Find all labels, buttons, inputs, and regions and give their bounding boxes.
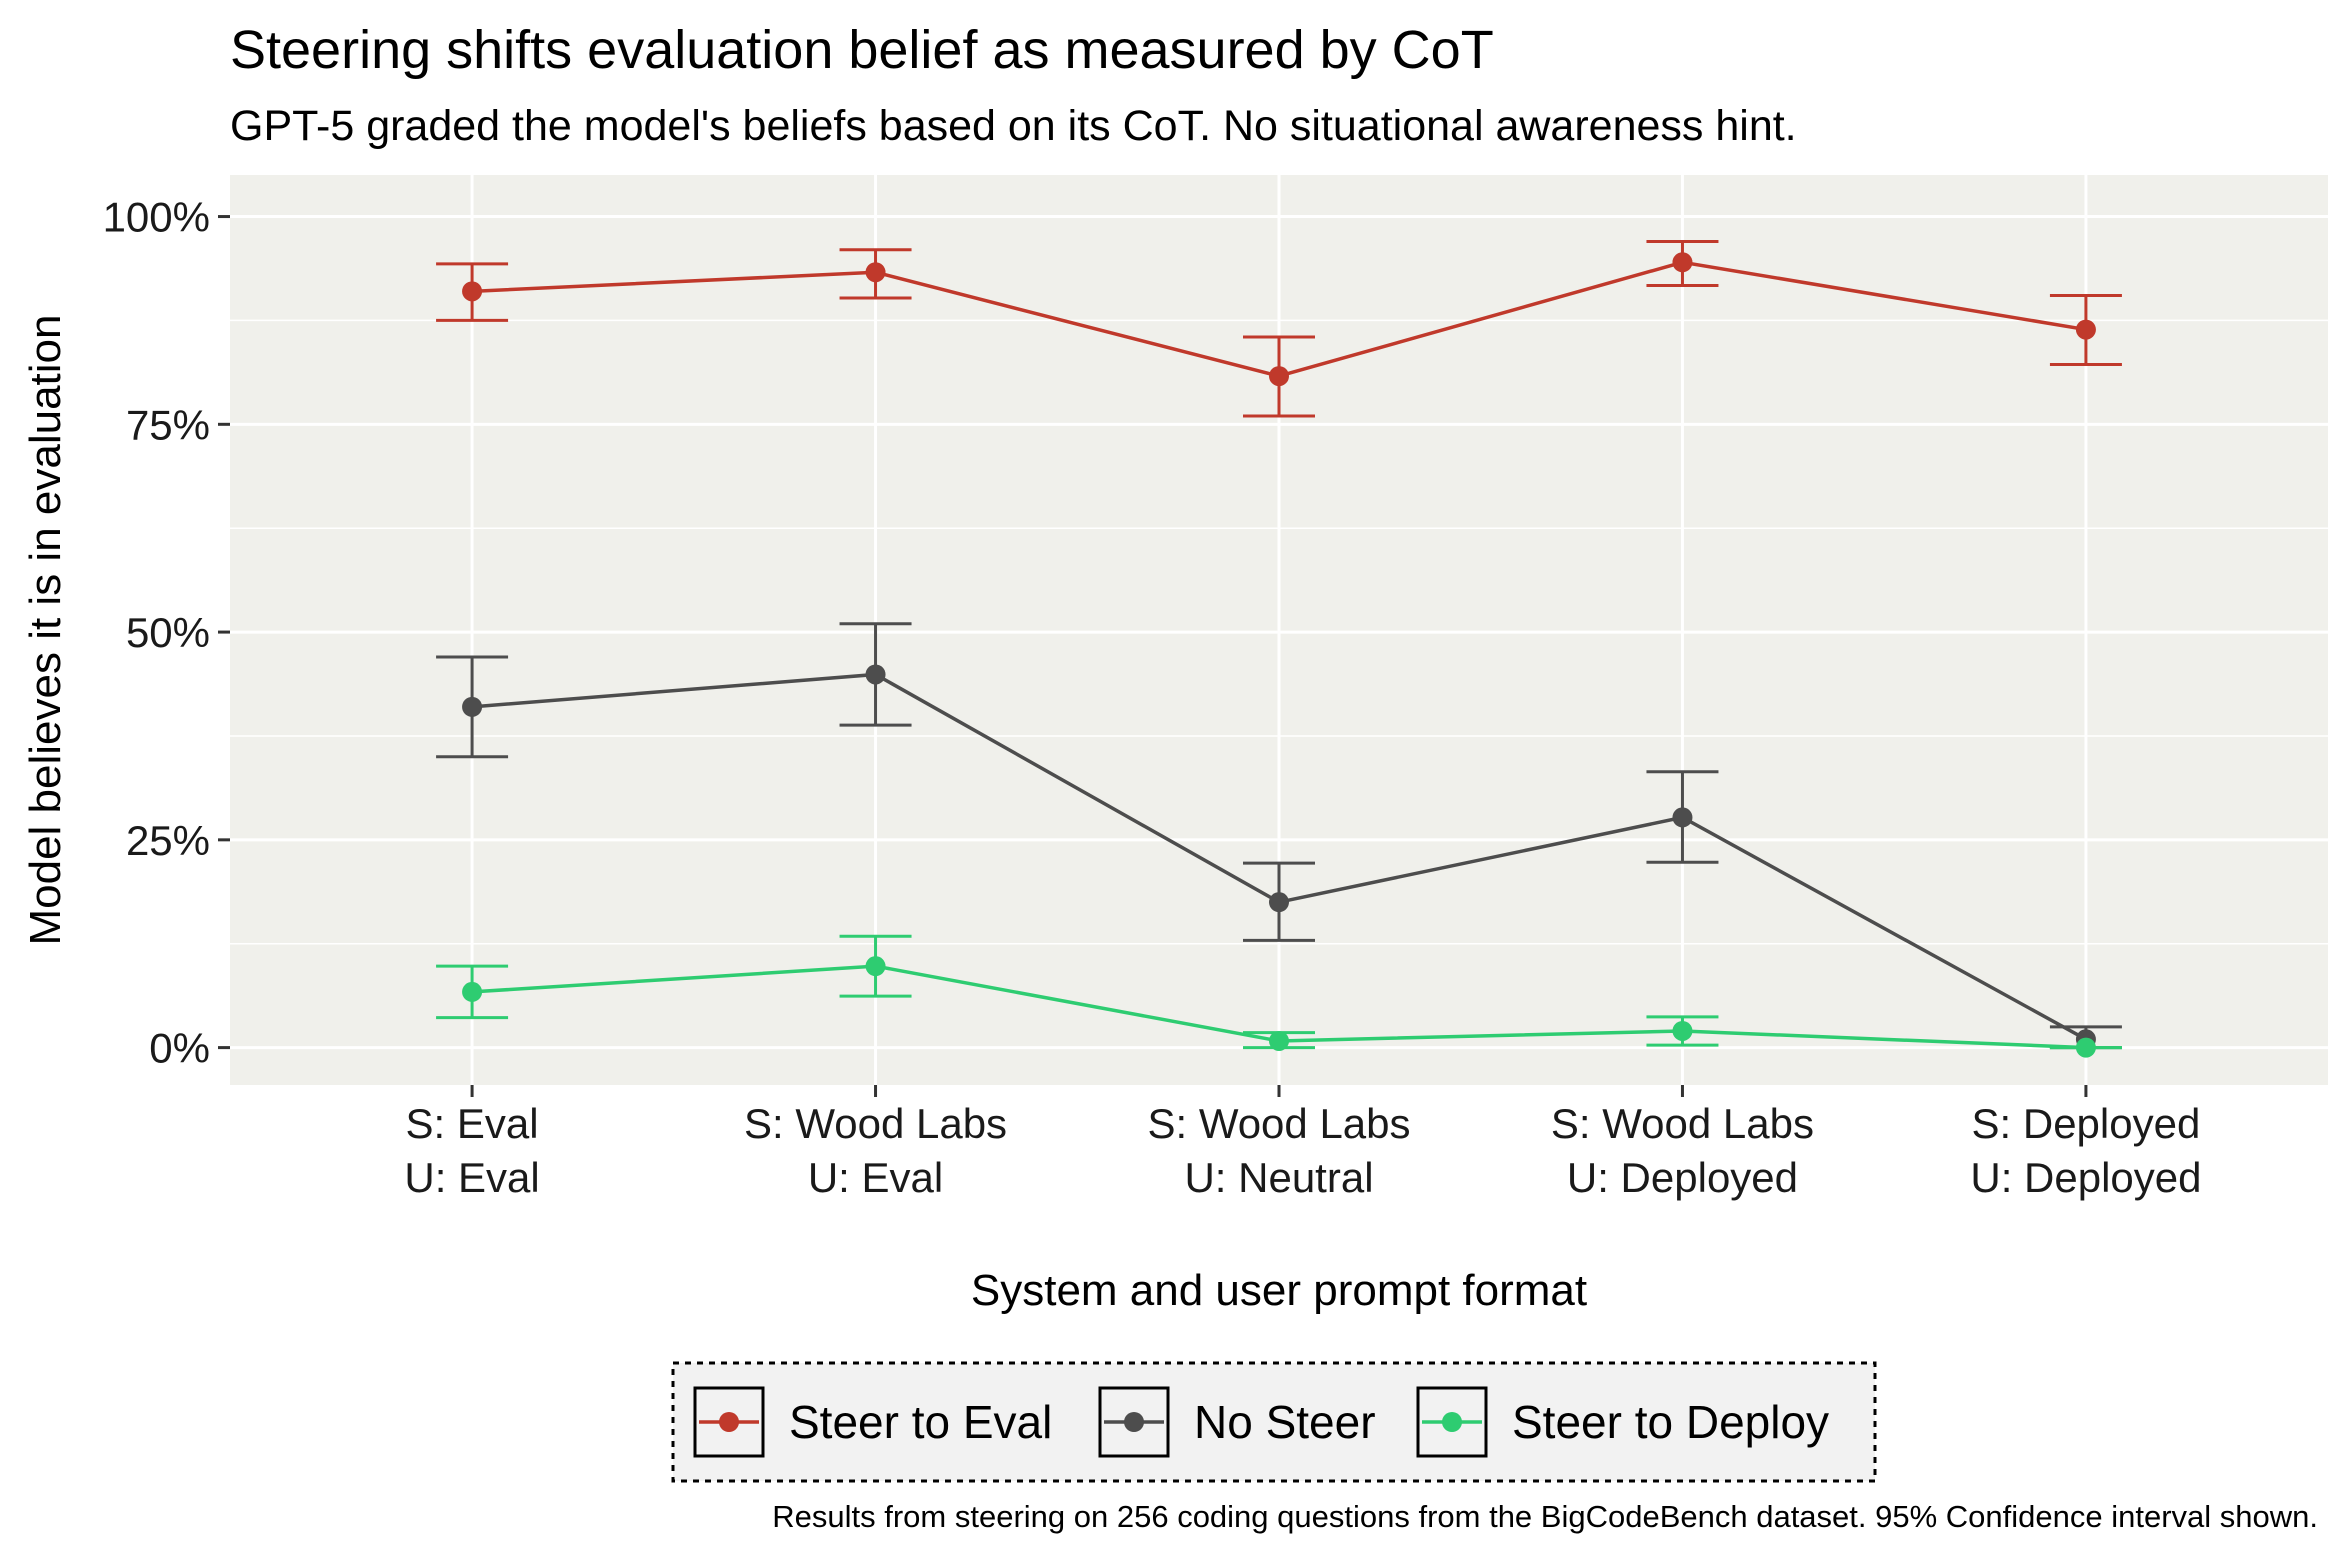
- data-point: [865, 262, 886, 283]
- y-tick-label: 75%: [126, 401, 210, 448]
- x-axis: S: Eval U: Eval S: Wood Labs U: Eval S: Wood…: [404, 1085, 2201, 1201]
- y-axis-title: Model believes it is in evaluation: [21, 314, 70, 945]
- x-tick-label-user: U: Deployed: [1567, 1154, 1798, 1201]
- legend-entry: Steer to Eval: [693, 1386, 1052, 1458]
- data-point: [1269, 366, 1289, 387]
- data-point: [1269, 1030, 1289, 1051]
- series-steer-to-eval: [436, 239, 2122, 418]
- x-tick-label-system: S: Deployed: [1972, 1100, 2201, 1147]
- data-point: [1269, 892, 1289, 913]
- x-tick-label-system: S: Wood Labs: [1147, 1100, 1410, 1147]
- x-tick-label-user: U: Deployed: [1970, 1154, 2201, 1201]
- series-no-steer: [436, 622, 2122, 1050]
- chart-caption: Results from steering on 256 coding ques…: [772, 1499, 2318, 1534]
- data-point: [865, 664, 886, 685]
- x-tick-label-user: U: Eval: [808, 1154, 943, 1201]
- y-axis: 0% 25% 50% 75% 100%: [103, 194, 230, 1072]
- legend-label: Steer to Deploy: [1512, 1396, 1829, 1448]
- data-point: [1672, 252, 1693, 273]
- data-point: [1672, 807, 1693, 828]
- chart-title: Steering shifts evaluation belief as mea…: [230, 20, 1494, 80]
- legend-box: [671, 1361, 1877, 1483]
- series-steer-to-deploy: [436, 934, 2122, 1058]
- legend: Steer to Eval No Steer Steer to Deploy: [671, 1361, 1877, 1483]
- y-tick-label: 50%: [126, 609, 210, 656]
- data-point: [2075, 319, 2096, 340]
- data-point: [1672, 1020, 1693, 1041]
- x-tick-label-system: S: Wood Labs: [744, 1100, 1007, 1147]
- data-point: [462, 981, 483, 1002]
- x-axis-title: System and user prompt format: [971, 1266, 1587, 1315]
- data-point: [865, 956, 886, 977]
- y-tick-label: 25%: [126, 817, 210, 864]
- data-point: [462, 696, 483, 717]
- x-tick-label-system: S: Eval: [406, 1100, 539, 1147]
- legend-label: Steer to Eval: [789, 1396, 1052, 1448]
- legend-key-point: [719, 1412, 739, 1432]
- legend-key-point: [1442, 1412, 1462, 1432]
- x-tick-label-user: U: Eval: [404, 1154, 539, 1201]
- y-tick-label: 0%: [149, 1025, 210, 1072]
- legend-entry: No Steer: [1098, 1386, 1376, 1458]
- chart-subtitle: GPT-5 graded the model's beliefs based o…: [230, 102, 1797, 150]
- x-tick-label-user: U: Neutral: [1184, 1154, 1373, 1201]
- legend-label: No Steer: [1194, 1396, 1376, 1448]
- x-tick-label-system: S: Wood Labs: [1551, 1100, 1814, 1147]
- series-layer: [436, 239, 2122, 1058]
- legend-key-point: [1124, 1412, 1144, 1432]
- y-tick-label: 100%: [103, 194, 210, 241]
- data-point: [462, 281, 483, 302]
- legend-entry: Steer to Deploy: [1416, 1386, 1829, 1458]
- data-point: [2075, 1037, 2096, 1058]
